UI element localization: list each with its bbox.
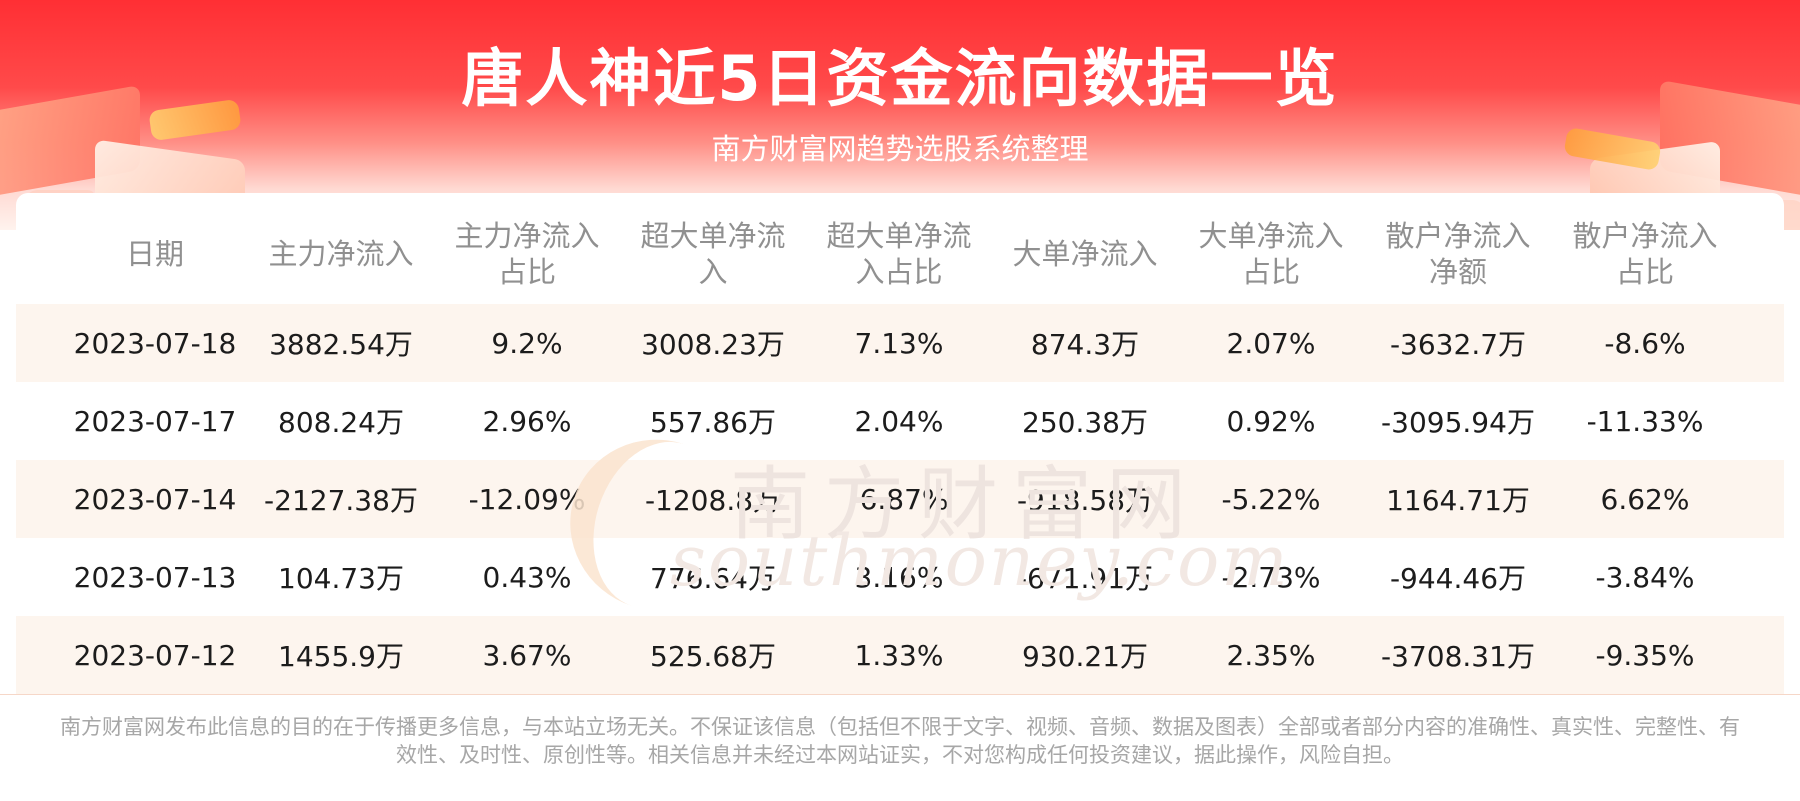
column-header: 超大单净流 入	[618, 206, 808, 302]
value-cell: 930.21万	[1022, 640, 1148, 673]
value-cell: 3.16%	[854, 560, 944, 594]
value-cell: -2127.38万	[264, 484, 418, 517]
value-cell: -6.87%	[849, 482, 949, 516]
value-cell: -3.84%	[1595, 560, 1695, 594]
table-card	[16, 193, 1784, 693]
value-cell: -5.22%	[1221, 482, 1321, 516]
page-subtitle: 南方财富网趋势选股系统整理	[711, 132, 1089, 166]
value-cell: 9.2%	[491, 326, 563, 360]
table-header-row: 日期 主力净流入 主力净流入 占比 超大单净流 入超大单净流 入占比 大单净流入 大单净流…	[16, 206, 1784, 302]
value-cell: -3632.7万	[1389, 328, 1527, 361]
column-header: 散户净流入 占比	[1550, 206, 1740, 302]
value-cell: 3.67%	[482, 638, 572, 672]
value-cell: 2.04%	[854, 404, 944, 438]
value-cell: 7.13%	[854, 326, 944, 360]
table-row: 2023-07-12 1455.9万 3.67% 525.68万 1.33% 930.21…	[16, 616, 1784, 694]
column-header: 主力净流入 占比	[432, 206, 622, 302]
value-cell: 104.73万	[278, 562, 404, 595]
date-cell: 2023-07-18	[73, 326, 237, 360]
column-header: 日期	[60, 206, 250, 302]
value-cell: -9.35%	[1595, 638, 1695, 672]
table-row: 2023-07-14 -2127.38万 -12.09% -1208.8万 -6.87%…	[16, 460, 1784, 538]
column-header: 超大单净流 入占比	[804, 206, 994, 302]
value-cell: 2.07%	[1226, 326, 1316, 360]
column-header-label: 大单净流入	[1012, 237, 1158, 271]
value-cell: -671.91万	[1016, 562, 1154, 595]
value-cell: -2.73%	[1221, 560, 1321, 594]
value-cell: 1164.71万	[1386, 484, 1530, 517]
value-cell: 525.68万	[650, 640, 776, 673]
value-cell: -3095.94万	[1381, 406, 1535, 439]
value-cell: 2.35%	[1226, 638, 1316, 672]
date-cell: 2023-07-14	[73, 482, 237, 516]
date-cell: 2023-07-17	[73, 404, 237, 438]
column-header-label: 主力净流入	[268, 237, 414, 271]
column-header-label: 散户净流入 占比	[1572, 219, 1718, 289]
column-header: 散户净流入 净额	[1363, 206, 1553, 302]
value-cell: -3708.31万	[1381, 640, 1535, 673]
value-cell: -918.58万	[1016, 484, 1154, 517]
header-banner: 唐人神近5日资金流向数据一览 南方财富网趋势选股系统整理	[0, 0, 1800, 230]
column-header: 主力净流入	[246, 206, 436, 302]
value-cell: 808.24万	[278, 406, 404, 439]
table-row: 2023-07-13 104.73万 0.43% 776.64万 3.16% -671.9…	[16, 538, 1784, 616]
column-header-label: 大单净流入 占比	[1198, 219, 1344, 289]
date-cell: 2023-07-12	[73, 638, 237, 672]
value-cell: -1208.8万	[644, 484, 782, 517]
value-cell: 3882.54万	[269, 328, 413, 361]
column-header: 大单净流入	[990, 206, 1180, 302]
value-cell: 2.96%	[482, 404, 572, 438]
date-cell: 2023-07-13	[73, 560, 237, 594]
value-cell: -12.09%	[468, 482, 586, 516]
disclaimer-text: 南方财富网发布此信息的目的在于传播更多信息，与本站立场无关。不保证该信息（包括但…	[60, 715, 1740, 767]
column-header-label: 日期	[125, 237, 184, 271]
value-cell: 557.86万	[650, 406, 776, 439]
column-header-label: 散户净流入 净额	[1385, 219, 1531, 289]
value-cell: -8.6%	[1604, 326, 1686, 360]
value-cell: 0.92%	[1226, 404, 1316, 438]
column-header: 大单净流入 占比	[1176, 206, 1366, 302]
column-header-label: 主力净流入 占比	[454, 219, 600, 289]
value-cell: 0.43%	[482, 560, 572, 594]
table-row: 2023-07-18 3882.54万 9.2% 3008.23万 7.13% 874.3…	[16, 304, 1784, 382]
value-cell: 776.64万	[650, 562, 776, 595]
value-cell: 250.38万	[1022, 406, 1148, 439]
column-header-label: 超大单净流 入占比	[826, 219, 972, 289]
value-cell: 3008.23万	[641, 328, 785, 361]
value-cell: -11.33%	[1586, 404, 1704, 438]
disclaimer: 南方财富网发布此信息的目的在于传播更多信息，与本站立场无关。不保证该信息（包括但…	[0, 694, 1800, 801]
table-row: 2023-07-17 808.24万 2.96% 557.86万 2.04% 250.38…	[16, 382, 1784, 460]
value-cell: 1.33%	[854, 638, 944, 672]
value-cell: -944.46万	[1389, 562, 1527, 595]
value-cell: 1455.9万	[278, 640, 404, 673]
value-cell: 874.3万	[1030, 328, 1140, 361]
page-title: 唐人神近5日资金流向数据一览	[461, 42, 1339, 115]
column-header-label: 超大单净流 入	[640, 219, 786, 289]
value-cell: 6.62%	[1600, 482, 1690, 516]
